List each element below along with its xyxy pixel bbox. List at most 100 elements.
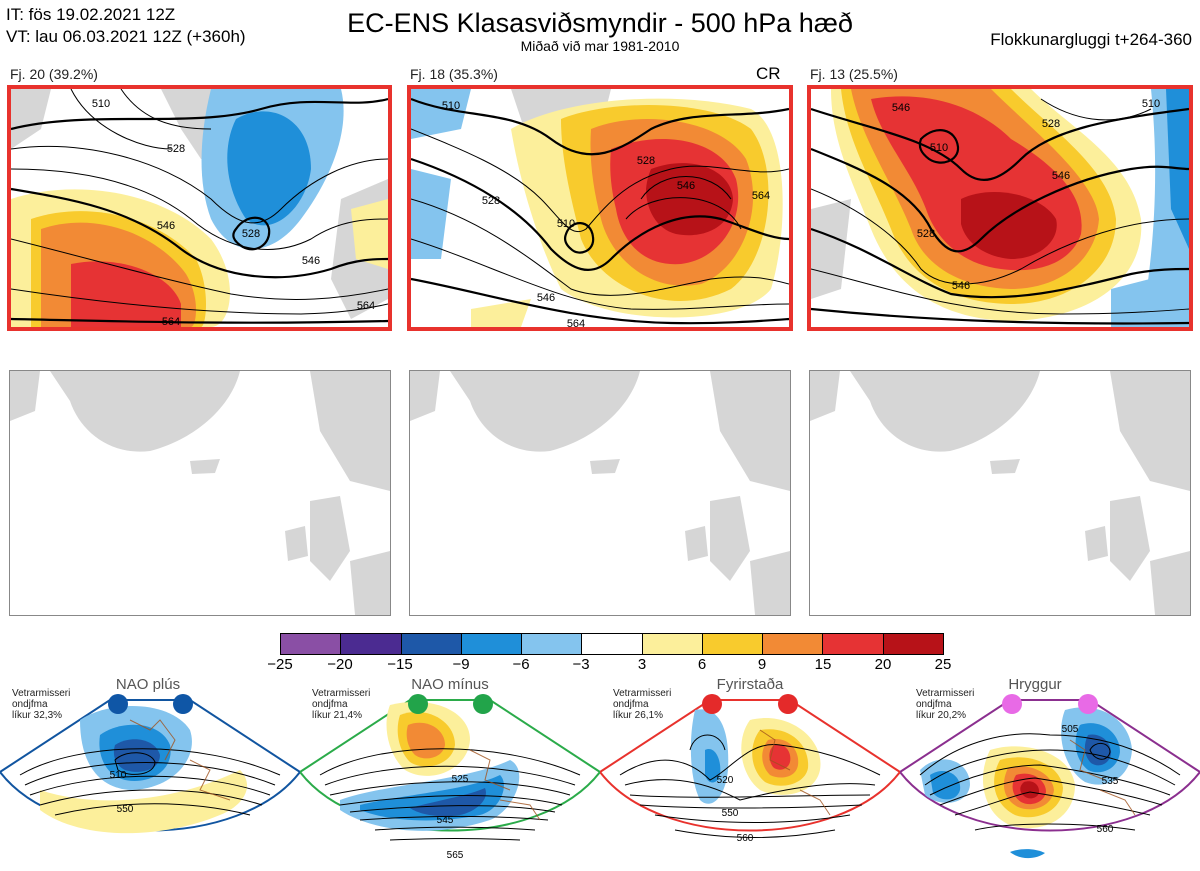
colorbar-swatch xyxy=(522,634,583,654)
colorbar-swatch xyxy=(823,634,884,654)
regime-2-meta-line: líkur 21,4% xyxy=(312,710,363,721)
regime-2-dot xyxy=(473,694,493,714)
cluster-1-contour-label: 528 xyxy=(242,228,260,240)
cluster-map-3-svg: 546 528 510 528 546 546 510 xyxy=(811,89,1189,327)
regime-1-dot xyxy=(173,694,193,714)
regime-2-contour-label: 545 xyxy=(437,815,454,826)
colorbar-tick: 25 xyxy=(934,656,952,673)
regime-2-meta: Vetrarmisseri ondjfma líkur 21,4% xyxy=(312,688,370,721)
regime-3-meta-line: líkur 26,1% xyxy=(613,710,664,721)
colorbar-swatch xyxy=(883,634,943,654)
colorbar-tick: −25 xyxy=(267,656,293,673)
regime-1-meta-line: líkur 32,3% xyxy=(12,710,63,721)
regime-2-meta-line: Vetrarmisseri xyxy=(312,688,371,699)
regime-4-meta-line: Vetrarmisseri xyxy=(916,688,975,699)
colorbar-tick: 15 xyxy=(814,656,832,673)
cluster-2-contour-label: 510 xyxy=(557,218,575,230)
page-subtitle: Miðað við mar 1981-2010 xyxy=(520,38,680,54)
regime-1-meta: Vetrarmisseri ondjfma líkur 32,3% xyxy=(12,688,70,721)
regime-3-contour-label: 560 xyxy=(737,833,754,844)
regime-2-meta-line: ondjfma xyxy=(312,699,348,710)
regime-1-meta-line: ondjfma xyxy=(12,699,48,710)
colorbar-tick: 6 xyxy=(697,656,707,673)
regime-3-map: 520 550 560 xyxy=(600,694,900,844)
regime-2-contour-label: 525 xyxy=(452,774,469,785)
cluster-3-contour-label: 546 xyxy=(1052,170,1070,182)
cluster-3-contour-label: 528 xyxy=(917,228,935,240)
regime-3-name: Fyrirstaða xyxy=(716,676,784,693)
cluster-2-contour-label: 510 xyxy=(442,100,460,112)
regime-2-map: 525 545 565 xyxy=(300,694,600,861)
colorbar-swatch xyxy=(702,634,764,654)
regime-3-contour-label: 550 xyxy=(722,808,739,819)
regime-4-contour-label: 535 xyxy=(1102,776,1119,787)
regime-1-dot xyxy=(108,694,128,714)
cluster-1-contour-label: 546 xyxy=(157,220,175,232)
blank-map-2-svg xyxy=(410,371,790,615)
header-info: IT: fös 19.02.2021 12Z VT: lau 06.03.202… xyxy=(6,4,246,48)
colorbar xyxy=(280,633,944,655)
cluster-1-contour-label: 564 xyxy=(357,300,375,312)
regime-2-name: NAO mínus xyxy=(411,676,489,693)
colorbar-tick: 3 xyxy=(637,656,647,673)
cluster-3-contour-label: 528 xyxy=(1042,118,1060,130)
regime-1-contour-label: 550 xyxy=(117,804,134,815)
cluster-1-contour-label: 564 xyxy=(162,316,180,327)
cluster-map-1: 546 528 528 546 564 510 564 xyxy=(7,85,392,331)
colorbar-swatch xyxy=(642,634,703,654)
blank-map-1-svg xyxy=(10,371,390,615)
blank-map-3-svg xyxy=(810,371,1190,615)
colorbar-swatch xyxy=(281,634,342,654)
colorbar-tick: 9 xyxy=(757,656,767,673)
cluster-2-label: Fj. 18 (35.3%) xyxy=(410,66,498,82)
cluster-2-contour-label: 564 xyxy=(567,318,585,327)
colorbar-tick: −9 xyxy=(452,656,470,673)
cluster-1-contour-label: 528 xyxy=(167,143,185,155)
regime-4-contour-label: 505 xyxy=(1062,724,1079,735)
cluster-1-label: Fj. 20 (39.2%) xyxy=(10,66,98,82)
regime-1-contour-label: 510 xyxy=(110,770,127,781)
regime-4-contour-label: 560 xyxy=(1097,824,1114,835)
colorbar-tick: −3 xyxy=(572,656,590,673)
colorbar-tick: 20 xyxy=(874,656,892,673)
regime-3-dot xyxy=(778,694,798,714)
regime-1-name: NAO plús xyxy=(115,676,181,693)
regime-1-map: 510 550 xyxy=(0,694,300,834)
cluster-2-contour-label: 546 xyxy=(677,180,695,192)
regime-4-meta-line: ondjfma xyxy=(916,699,952,710)
cluster-3-contour-label: 510 xyxy=(1142,98,1160,110)
colorbar-swatch xyxy=(341,634,402,654)
cluster-3-contour-label: 546 xyxy=(952,280,970,292)
cluster-1-contour-label: 510 xyxy=(92,98,110,110)
cluster-map-1-svg: 546 528 528 546 564 510 564 xyxy=(11,89,388,327)
colorbar-swatch xyxy=(582,634,643,654)
regime-4-meta: Vetrarmisseri ondjfma líkur 20,2% xyxy=(916,688,974,721)
cluster-2-contour-label: 528 xyxy=(482,195,500,207)
cluster-2-contour-label: 564 xyxy=(752,190,770,202)
colorbar-swatch xyxy=(763,634,824,654)
colorbar-tick: −15 xyxy=(387,656,413,673)
cluster-3-label: Fj. 13 (25.5%) xyxy=(810,66,898,82)
regime-4-name: Hryggur xyxy=(1008,676,1062,693)
regime-3-meta: Vetrarmisseri ondjfma líkur 26,1% xyxy=(613,688,671,721)
blank-map-2 xyxy=(409,370,791,616)
regime-3-meta-line: Vetrarmisseri xyxy=(613,688,672,699)
init-time: IT: fös 19.02.2021 12Z xyxy=(6,5,176,24)
regime-4-dot xyxy=(1002,694,1022,714)
cluster-map-2: 510 528 546 564 510 528 546 564 xyxy=(407,85,793,331)
regime-3-dot xyxy=(702,694,722,714)
regime-1-meta-line: Vetrarmisseri xyxy=(12,688,71,699)
valid-time: VT: lau 06.03.2021 12Z (+360h) xyxy=(6,27,246,46)
colorbar-tick: −20 xyxy=(327,656,353,673)
regime-4-dot xyxy=(1078,694,1098,714)
regime-3-contour-label: 520 xyxy=(717,775,734,786)
cluster-1-contour-label: 546 xyxy=(302,255,320,267)
window-label: Flokkunargluggi t+264-360 xyxy=(990,30,1192,49)
colorbar-tick: −6 xyxy=(512,656,530,673)
blank-map-3 xyxy=(809,370,1191,616)
cluster-3-contour-label: 510 xyxy=(930,142,948,154)
cluster-map-2-svg: 510 528 546 564 510 528 546 564 xyxy=(411,89,789,327)
regime-2-dot xyxy=(408,694,428,714)
cluster-2-contour-label: 528 xyxy=(637,155,655,167)
regime-4-meta-line: líkur 20,2% xyxy=(916,710,967,721)
